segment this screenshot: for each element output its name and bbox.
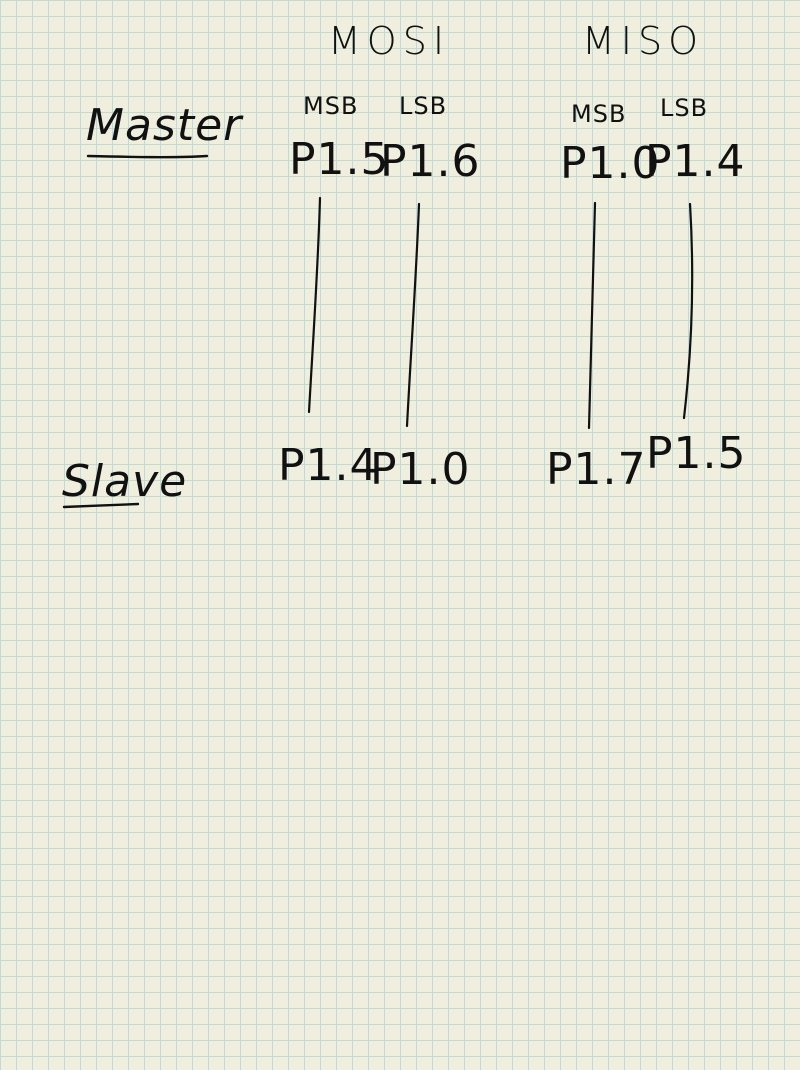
master-underline xyxy=(86,154,209,159)
master-miso-lsb-label: LSB xyxy=(660,94,709,122)
slave-mosi-msb-pin: P1.4 xyxy=(278,440,379,491)
slave-mosi-lsb-pin: P1.0 xyxy=(370,444,471,495)
master-label: Master xyxy=(86,100,243,151)
slave-underline xyxy=(62,502,140,509)
slave-miso-lsb-pin: P1.5 xyxy=(646,428,747,479)
miso-msb-wire xyxy=(587,201,597,430)
master-mosi-msb-pin: P1.5 xyxy=(289,134,390,185)
mosi-msb-wire xyxy=(307,196,322,414)
slave-miso-msb-pin: P1.7 xyxy=(546,444,647,495)
master-mosi-msb-label: MSB xyxy=(303,92,359,120)
mosi-header: MOSI xyxy=(328,19,451,63)
master-miso-lsb-pin: P1.4 xyxy=(645,136,746,187)
master-miso-msb-pin: P1.0 xyxy=(560,138,661,189)
miso-lsb-wire xyxy=(682,202,694,420)
master-mosi-lsb-pin: P1.6 xyxy=(380,136,481,187)
mosi-lsb-wire xyxy=(405,202,421,428)
miso-header: MISO xyxy=(582,19,705,63)
master-mosi-lsb-label: LSB xyxy=(399,92,448,120)
master-miso-msb-label: MSB xyxy=(571,100,627,128)
slave-label: Slave xyxy=(62,456,188,507)
